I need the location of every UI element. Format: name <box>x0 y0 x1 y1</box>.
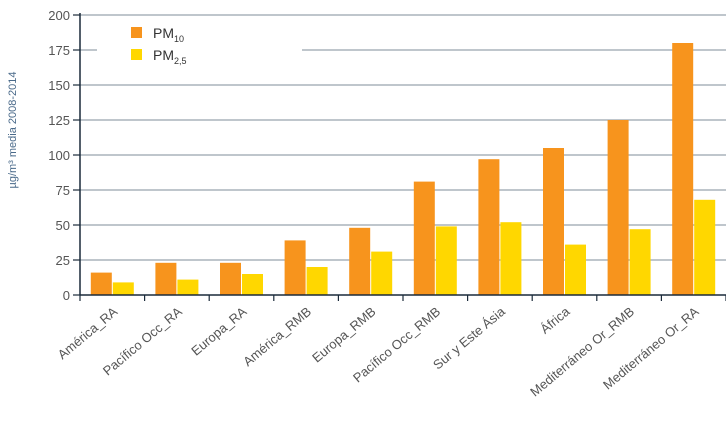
x-category-label: Europa_RA <box>188 304 249 359</box>
bar-pm10 <box>284 240 306 295</box>
y-axis-label: µg/m³ media 2008-2014 <box>7 71 19 188</box>
bar-pm25 <box>435 226 457 295</box>
bar-pm10 <box>543 148 564 295</box>
bar-pm10 <box>478 159 500 295</box>
bar-pm25 <box>500 222 522 295</box>
bar-pm25 <box>112 282 134 295</box>
bar-pm25 <box>565 244 586 295</box>
bar-pm25 <box>371 251 393 295</box>
bars <box>90 43 716 295</box>
bar-pm25 <box>242 274 263 295</box>
legend-swatch <box>131 49 142 60</box>
bar-pm10 <box>607 120 629 295</box>
axes <box>73 13 726 301</box>
bar-pm25 <box>306 267 328 295</box>
bar-pm10 <box>155 262 177 295</box>
legend-swatch <box>131 27 142 38</box>
y-tick-label: 175 <box>48 43 70 58</box>
y-tick-label: 50 <box>56 218 70 233</box>
x-category-label: América_RA <box>55 304 121 363</box>
x-category-label: Mediterráneo Or_RMB <box>527 304 637 400</box>
bar-pm10 <box>90 272 112 295</box>
bar-pm25 <box>629 229 651 295</box>
x-category-label: África <box>537 303 573 336</box>
y-tick-label: 25 <box>56 253 70 268</box>
bar-pm25 <box>694 199 716 295</box>
x-category-label: Europa_RMB <box>309 304 378 366</box>
y-tick-label: 125 <box>48 113 70 128</box>
y-tick-label: 200 <box>48 8 70 23</box>
bar-pm25 <box>177 279 199 295</box>
legend-background <box>97 19 302 75</box>
y-tick-label: 75 <box>56 183 70 198</box>
x-category-label: América_RMB <box>240 304 314 369</box>
bar-pm10 <box>413 181 435 295</box>
legend: PM10 PM2,5 <box>97 19 302 75</box>
y-tick-label: 100 <box>48 148 70 163</box>
y-tick-label: 150 <box>48 78 70 93</box>
legend-label: PM2,5 <box>153 47 187 66</box>
bar-pm10 <box>672 43 694 295</box>
bar-pm10 <box>349 227 371 295</box>
y-tick-labels: 0 25 50 75 100 125 150 175 200 <box>48 8 70 303</box>
bar-pm10 <box>220 262 241 295</box>
legend-label: PM10 <box>153 25 184 44</box>
y-tick-label: 0 <box>63 288 70 303</box>
